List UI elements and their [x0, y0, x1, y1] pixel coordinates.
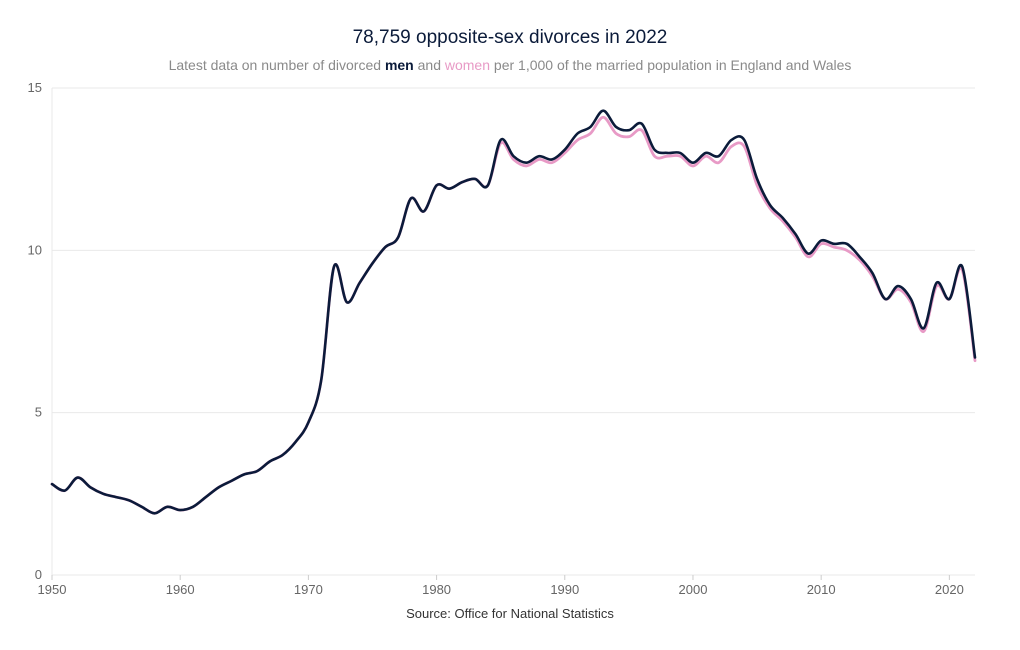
chart-subtitle: Latest data on number of divorced men an… [0, 57, 1020, 73]
subtitle-suffix: per 1,000 of the married population in E… [493, 57, 852, 73]
x-tick-label-1950: 1950 [38, 582, 67, 597]
legend-men: men [384, 57, 414, 73]
y-tick-label-10: 10 [28, 242, 42, 257]
series-line-women [50, 115, 977, 515]
subtitle-and: and [417, 57, 441, 73]
x-tick-label-2010: 2010 [807, 582, 836, 597]
x-tick-label-2020: 2020 [935, 582, 964, 597]
y-tick-label-5: 5 [35, 405, 42, 420]
y-tick-label-15: 15 [28, 80, 42, 95]
x-tick-label-1970: 1970 [294, 582, 323, 597]
series-lines [50, 109, 977, 515]
subtitle-prefix: Latest data on number of divorced [168, 57, 382, 73]
x-tick-label-1990: 1990 [550, 582, 579, 597]
x-tick-label-2000: 2000 [679, 582, 708, 597]
gridlines [51, 87, 975, 580]
y-tick-label-0: 0 [35, 567, 42, 582]
x-tick-label-1960: 1960 [166, 582, 195, 597]
x-tick-label-1980: 1980 [422, 582, 451, 597]
legend-women: women [444, 57, 491, 73]
series-line-men [50, 109, 977, 515]
chart-source: Source: Office for National Statistics [406, 606, 614, 621]
tick-labels: 0 5 10 15 1950 1960 1970 1980 1990 2000 2010 2020 [28, 80, 964, 597]
chart-title: 78,759 opposite-sex divorces in 2022 [352, 27, 668, 48]
